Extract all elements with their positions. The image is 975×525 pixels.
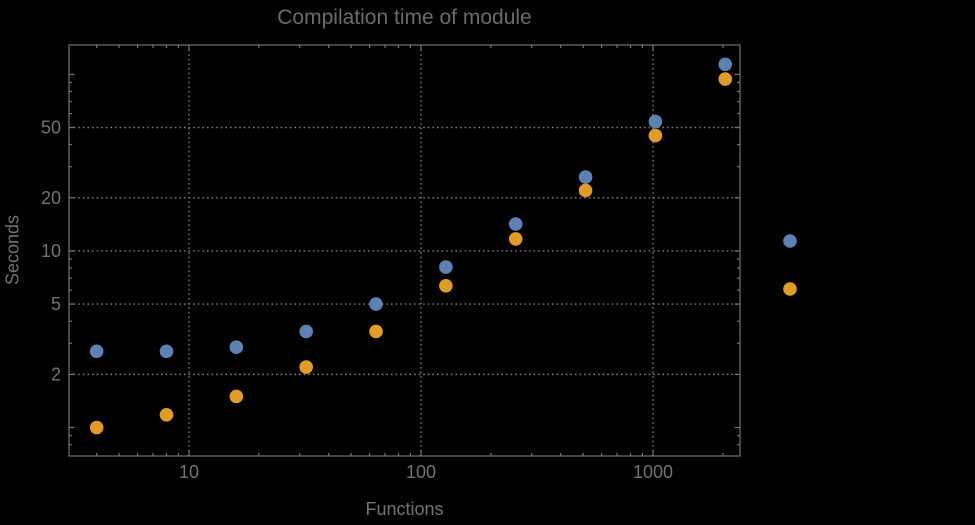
y-tick-label: 20 bbox=[41, 188, 61, 208]
legend-marker bbox=[783, 234, 797, 248]
y-tick-label: 10 bbox=[41, 241, 61, 261]
chart-title: Compilation time of module bbox=[277, 6, 532, 29]
data-point bbox=[159, 344, 174, 359]
legend-marker bbox=[783, 282, 797, 296]
data-point bbox=[89, 420, 104, 435]
data-point bbox=[578, 183, 593, 198]
data-point bbox=[229, 389, 244, 404]
x-tick-label: 100 bbox=[406, 462, 436, 482]
x-axis-label: Functions bbox=[365, 499, 444, 519]
y-tick-label: 2 bbox=[51, 364, 61, 384]
x-tick-label: 1000 bbox=[633, 462, 673, 482]
data-point bbox=[508, 232, 523, 246]
y-tick-label: 5 bbox=[51, 294, 61, 314]
data-point bbox=[89, 344, 104, 359]
data-point bbox=[718, 72, 733, 86]
data-point bbox=[578, 170, 593, 184]
x-tick-label: 10 bbox=[179, 462, 199, 482]
data-point bbox=[718, 57, 733, 72]
data-point bbox=[299, 360, 313, 374]
data-point bbox=[369, 297, 383, 311]
y-axis-label: Seconds bbox=[2, 214, 23, 286]
y-tick-label: 50 bbox=[41, 118, 61, 138]
data-point bbox=[508, 217, 523, 231]
data-point bbox=[299, 324, 313, 339]
data-point bbox=[229, 340, 244, 355]
data-point bbox=[648, 114, 663, 129]
plot-frame bbox=[68, 44, 741, 457]
data-point bbox=[159, 408, 174, 422]
data-point bbox=[369, 324, 383, 339]
data-point bbox=[439, 278, 453, 293]
data-point bbox=[648, 128, 663, 143]
data-point bbox=[439, 260, 453, 274]
